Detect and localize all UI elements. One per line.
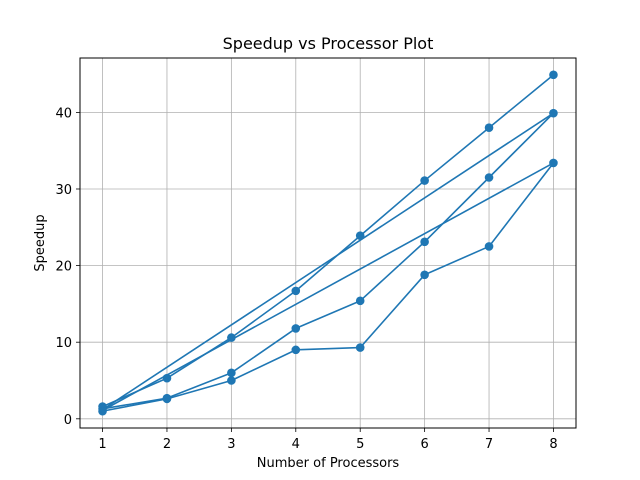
chart-title: Speedup vs Processor Plot — [223, 34, 434, 53]
x-tick-label: 8 — [549, 437, 557, 452]
data-point — [355, 296, 365, 306]
series-line-2 — [102, 112, 555, 410]
data-point — [420, 270, 429, 280]
y-tick-label: 40 — [55, 106, 72, 121]
plot-frame — [79, 57, 577, 429]
data-point — [420, 176, 429, 185]
data-point — [162, 373, 172, 383]
data-point — [549, 108, 558, 118]
y-tick-label: 30 — [55, 183, 72, 198]
y-axis-label: Speedup — [33, 214, 48, 271]
y-tick-label: 0 — [64, 413, 72, 428]
data-point — [291, 286, 301, 296]
series-line-1 — [102, 74, 554, 408]
data-point — [420, 237, 429, 247]
x-tick-label: 4 — [292, 437, 300, 452]
data-point — [355, 343, 365, 352]
data-point — [227, 376, 236, 385]
y-tick-label: 10 — [55, 336, 72, 351]
series-lines — [102, 74, 555, 412]
x-tick-label: 2 — [163, 437, 171, 452]
data-point — [162, 394, 172, 404]
data-point — [227, 333, 236, 342]
connecting-line — [102, 112, 554, 411]
data-point — [355, 231, 365, 241]
x-tick-label: 1 — [98, 437, 106, 452]
data-point — [549, 158, 558, 168]
data-point — [291, 324, 301, 333]
data-point — [291, 345, 301, 355]
y-tick-label: 20 — [55, 260, 72, 275]
data-point — [549, 70, 558, 80]
series-line-3 — [102, 162, 555, 412]
y-axis-ticks: 0 10 20 30 40 — [55, 106, 80, 428]
data-point — [484, 242, 494, 251]
x-tick-label: 7 — [485, 437, 493, 452]
x-tick-label: 5 — [356, 437, 364, 452]
x-axis-ticks: 1 2 3 4 5 6 7 8 — [98, 428, 558, 452]
data-point — [98, 406, 107, 416]
x-tick-label: 6 — [420, 437, 428, 452]
connecting-line — [102, 162, 554, 412]
series-markers — [98, 70, 558, 416]
data-point — [484, 123, 494, 133]
x-tick-label: 3 — [227, 437, 235, 452]
data-point — [227, 368, 236, 378]
data-point — [484, 173, 494, 182]
x-axis-label: Number of Processors — [257, 456, 400, 471]
